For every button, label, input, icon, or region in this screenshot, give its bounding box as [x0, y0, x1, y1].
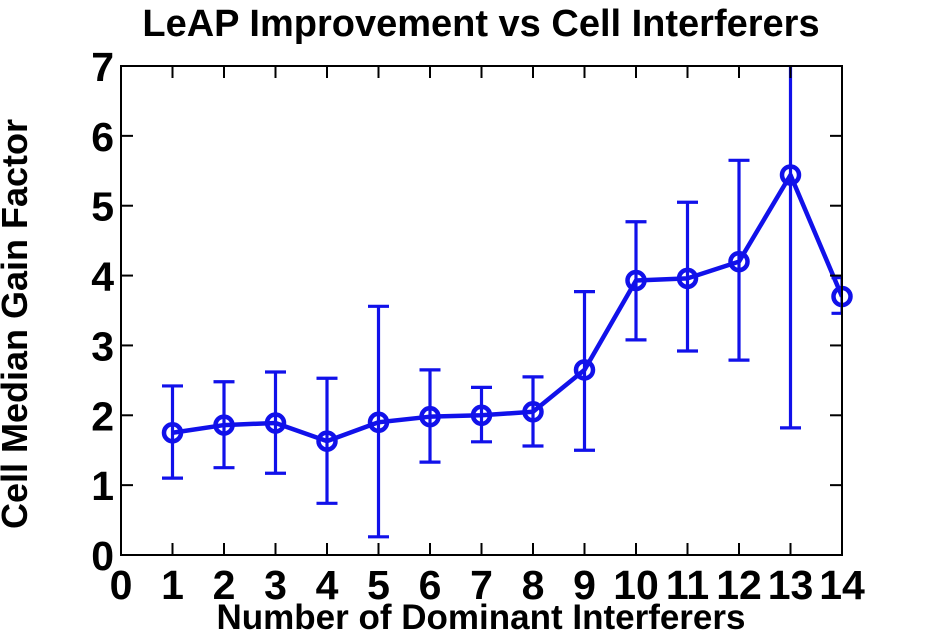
- data-point-marker: [470, 404, 493, 427]
- data-markers-group: [161, 164, 853, 452]
- x-tick-label: 8: [522, 562, 545, 608]
- y-tick-label: 5: [91, 184, 114, 230]
- x-tick-label: 6: [419, 562, 442, 608]
- error-bars-group: [162, 66, 842, 539]
- y-tick-label: 0: [91, 533, 114, 579]
- data-point-marker: [367, 411, 390, 434]
- x-tick-label: 10: [613, 562, 659, 608]
- data-point-marker: [316, 430, 338, 452]
- data-point-marker: [264, 412, 287, 434]
- data-point-marker: [625, 269, 647, 292]
- y-tick-label: 3: [91, 323, 114, 369]
- x-tick-label: 1: [161, 562, 184, 608]
- x-tick-label: 0: [110, 562, 133, 608]
- y-tick-label: 6: [91, 114, 114, 160]
- data-point-marker: [728, 250, 750, 273]
- x-tick-label: 9: [573, 562, 596, 608]
- data-point-marker: [213, 414, 235, 436]
- x-tick-label: 5: [367, 562, 390, 608]
- y-tick-label: 4: [91, 254, 114, 300]
- data-point-marker: [676, 267, 699, 290]
- x-tick-label: 13: [768, 562, 814, 608]
- data-point-marker: [419, 405, 441, 428]
- y-axis-label: Cell Median Gain Factor: [0, 118, 35, 530]
- x-tick-label: 4: [316, 562, 339, 608]
- y-tick-label: 2: [91, 393, 114, 439]
- data-point-marker: [161, 422, 184, 444]
- x-tick-label: 14: [819, 562, 865, 608]
- y-tick-label: 1: [91, 463, 114, 509]
- chart-title: LeAP Improvement vs Cell Interferers: [142, 3, 820, 45]
- data-line: [172, 172, 842, 444]
- x-tick-label: 7: [470, 562, 493, 608]
- axes-box: [120, 65, 843, 556]
- ticks-group: [120, 65, 843, 556]
- x-tick-label: 2: [213, 562, 236, 608]
- data-point-marker: [779, 164, 802, 186]
- data-point-marker: [573, 359, 596, 381]
- data-line-group: [172, 172, 842, 444]
- x-tick-label: 3: [264, 562, 287, 608]
- x-tick-label: 11: [666, 562, 709, 608]
- x-axis-label: Number of Dominant Interferers: [216, 598, 746, 637]
- x-tick-label: 12: [716, 562, 762, 608]
- y-tick-label: 7: [91, 44, 114, 90]
- data-point-marker: [522, 401, 544, 423]
